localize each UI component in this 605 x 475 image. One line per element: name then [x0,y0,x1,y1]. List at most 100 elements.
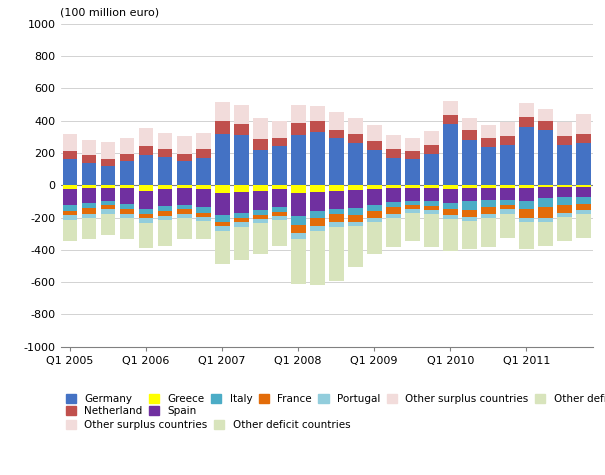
Bar [481,200,495,207]
Bar [405,200,420,205]
Bar [177,218,192,238]
Bar [329,222,344,227]
Bar [253,219,267,223]
Bar [158,190,172,206]
Bar [253,118,267,139]
Bar [291,135,306,185]
Bar [100,142,116,160]
Bar [367,205,382,211]
Bar [576,143,591,185]
Bar [177,136,192,154]
Bar [481,207,495,214]
Bar [195,190,211,207]
Bar [386,214,401,218]
Bar [519,188,534,200]
Bar [62,190,77,205]
Bar [234,135,249,185]
Bar [62,160,77,185]
Bar [158,211,172,216]
Bar [195,133,211,149]
Bar [291,233,306,238]
Bar [234,192,249,213]
Bar [329,185,344,191]
Bar [367,150,382,185]
Bar [253,150,267,185]
Bar [177,185,192,189]
Bar [158,149,172,157]
Bar [272,122,287,138]
Bar [215,215,229,222]
Bar [348,185,362,190]
Bar [177,154,192,161]
Bar [253,210,267,215]
Bar [177,214,192,218]
Bar [310,132,325,185]
Bar [139,218,154,223]
Bar [500,185,515,188]
Bar [481,138,495,147]
Bar [367,211,382,218]
Bar [424,210,439,214]
Bar [329,138,344,185]
Bar [82,185,96,189]
Bar [215,102,229,122]
Bar [291,123,306,135]
Bar [348,215,362,221]
Bar [272,185,287,190]
Bar [367,125,382,141]
Bar [62,220,77,241]
Bar [272,216,287,220]
Bar [462,118,477,130]
Bar [481,185,495,188]
Bar [557,185,572,187]
Bar [538,207,553,218]
Bar [424,145,439,154]
Bar [576,187,591,198]
Bar [519,185,534,188]
Bar [195,207,211,213]
Bar [215,231,229,264]
Bar [443,115,458,124]
Bar [195,213,211,217]
Bar [538,218,553,221]
Bar [82,208,96,214]
Bar [386,135,401,149]
Bar [120,185,134,189]
Bar [82,189,96,203]
Bar [195,185,211,190]
Bar [424,185,439,189]
Bar [329,227,344,281]
Bar [120,189,134,204]
Bar [215,122,229,133]
Bar [139,214,154,218]
Bar [443,124,458,185]
Bar [405,213,420,241]
Bar [82,140,96,155]
Bar [139,154,154,185]
Bar [139,146,154,154]
Bar [557,136,572,145]
Bar [405,138,420,152]
Bar [367,190,382,205]
Bar [576,198,591,204]
Bar [253,139,267,150]
Bar [139,185,154,191]
Bar [538,221,553,246]
Bar [177,205,192,209]
Bar [538,121,553,130]
Bar [62,205,77,211]
Bar [348,118,362,134]
Bar [500,209,515,214]
Bar [462,221,477,249]
Bar [139,209,154,214]
Bar [234,218,249,222]
Bar [538,185,553,187]
Bar [576,204,591,210]
Bar [215,222,229,227]
Bar [519,209,534,218]
Bar [291,193,306,216]
Bar [557,213,572,217]
Bar [291,216,306,225]
Bar [500,122,515,136]
Bar [120,218,134,238]
